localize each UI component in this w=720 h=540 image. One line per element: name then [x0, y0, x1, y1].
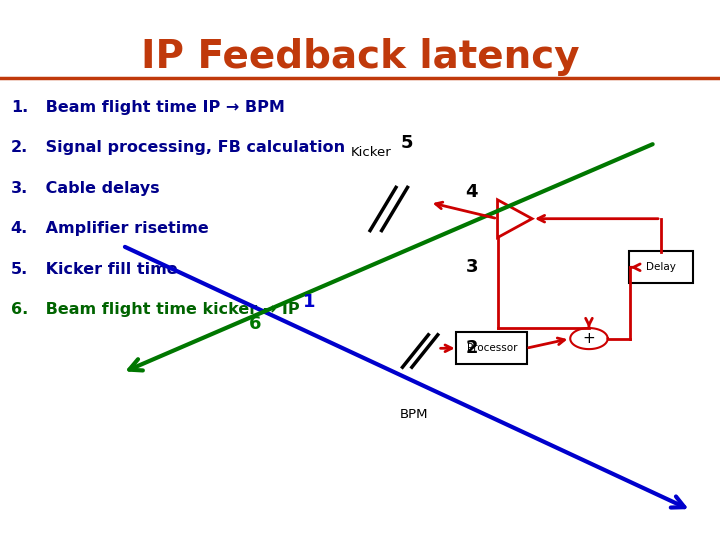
Text: 4.: 4.: [11, 221, 28, 237]
Text: Kicker fill time: Kicker fill time: [40, 262, 177, 277]
Text: 3.: 3.: [11, 181, 28, 196]
Text: 6: 6: [249, 315, 262, 333]
Text: 2: 2: [465, 339, 478, 357]
Text: Signal processing, FB calculation: Signal processing, FB calculation: [40, 140, 345, 156]
Text: Cable delays: Cable delays: [40, 181, 159, 196]
Text: Kicker: Kicker: [351, 146, 391, 159]
Text: 1.: 1.: [11, 100, 28, 115]
Text: 2.: 2.: [11, 140, 28, 156]
Text: 5.: 5.: [11, 262, 28, 277]
Text: Beam flight time IP → BPM: Beam flight time IP → BPM: [40, 100, 284, 115]
FancyBboxPatch shape: [456, 333, 527, 364]
Text: IP Feedback latency: IP Feedback latency: [140, 38, 580, 76]
Text: Beam flight time kicker → IP: Beam flight time kicker → IP: [40, 302, 300, 318]
Text: BPM: BPM: [400, 408, 428, 421]
Text: +: +: [582, 331, 595, 346]
Text: Amplifier risetime: Amplifier risetime: [40, 221, 208, 237]
Text: Processor: Processor: [467, 343, 517, 353]
Text: 3: 3: [465, 258, 478, 276]
Text: 4: 4: [465, 183, 478, 201]
Text: 5: 5: [400, 134, 413, 152]
Text: 1: 1: [303, 293, 316, 312]
FancyBboxPatch shape: [629, 252, 693, 283]
Text: Delay: Delay: [646, 262, 676, 272]
Text: 6.: 6.: [11, 302, 28, 318]
